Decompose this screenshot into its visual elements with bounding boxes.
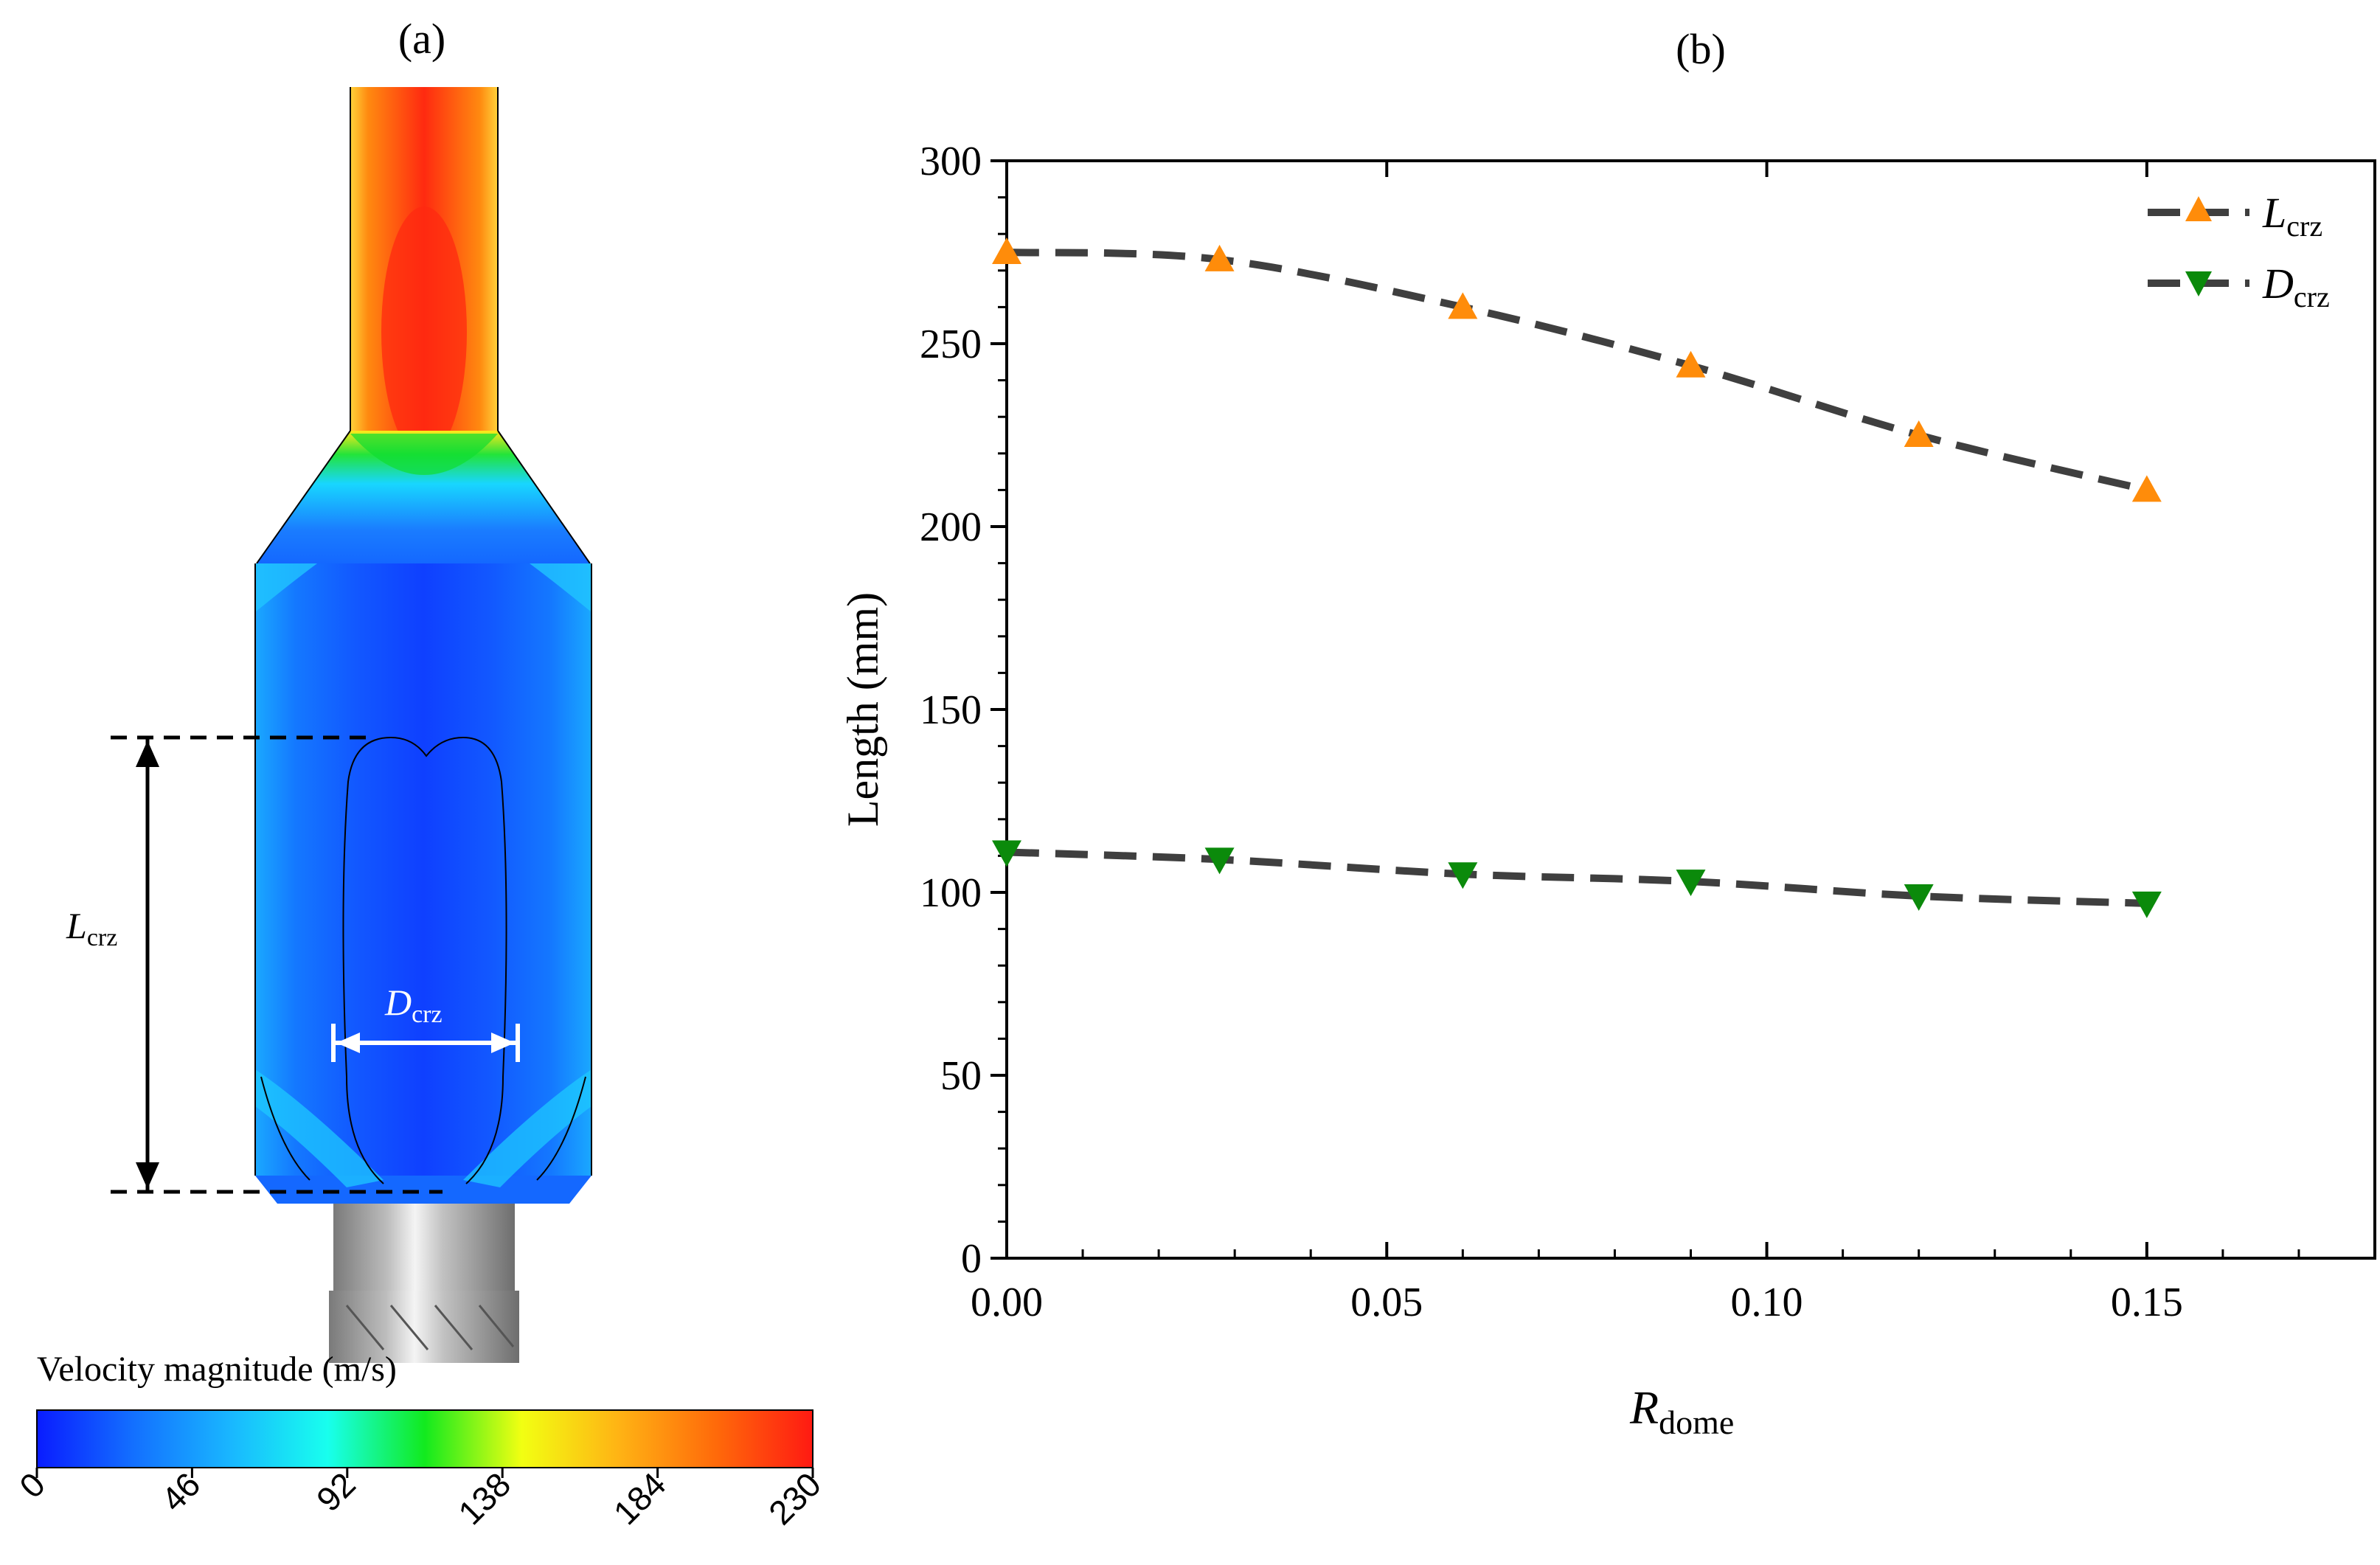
legend-marker-lcrz bbox=[2185, 196, 2212, 221]
colorbar-tick-label: 230 bbox=[761, 1465, 828, 1532]
legend-marker-dcrz bbox=[2185, 271, 2212, 296]
data-point-series-1 bbox=[1904, 884, 1934, 911]
panel-a-contour: (a) bbox=[12, 15, 828, 1532]
y-axis-label: Length (mm) bbox=[839, 592, 887, 827]
legend-label-dcrz: D bbox=[2262, 260, 2294, 308]
x-tick-label: 0.00 bbox=[971, 1280, 1043, 1325]
data-point-series-0 bbox=[1204, 244, 1235, 271]
y-tick-label: 0 bbox=[961, 1236, 982, 1282]
colorbar-tick-label: 184 bbox=[606, 1465, 673, 1532]
crz-diameter-dimension: Dcrz bbox=[331, 982, 520, 1062]
dcrz-label: D bbox=[384, 982, 412, 1023]
colorbar-tick-label: 92 bbox=[309, 1465, 363, 1519]
legend-label-lcrz-sub: crz bbox=[2286, 209, 2322, 243]
combustor-body bbox=[255, 563, 591, 1176]
y-tick-label: 150 bbox=[920, 687, 982, 733]
x-tick-label: 0.10 bbox=[1731, 1280, 1803, 1325]
svg-text:Rdome: Rdome bbox=[1629, 1381, 1734, 1441]
y-tick-label: 100 bbox=[920, 870, 982, 916]
x-tick-label: 0.15 bbox=[2111, 1280, 2183, 1325]
data-point-series-0 bbox=[2131, 475, 2162, 502]
dcrz-sub: crz bbox=[412, 1001, 443, 1028]
data-point-series-1 bbox=[1676, 870, 1706, 897]
dome-cone bbox=[257, 431, 590, 563]
data-point-series-1 bbox=[2131, 891, 2162, 918]
y-tick-label: 300 bbox=[920, 139, 982, 184]
data-point-series-0 bbox=[1904, 420, 1934, 447]
panel-b-label: (b) bbox=[1676, 25, 1726, 73]
svg-text:Lcrz: Lcrz bbox=[2262, 189, 2322, 243]
colorbar-tick-label: 46 bbox=[154, 1465, 208, 1519]
x-axis-label: R bbox=[1629, 1381, 1659, 1434]
legend: Lcrz Dcrz bbox=[2148, 189, 2330, 313]
data-point-series-1 bbox=[992, 840, 1021, 867]
svg-text:Dcrz: Dcrz bbox=[2262, 260, 2330, 313]
x-tick-label: 0.05 bbox=[1350, 1280, 1423, 1325]
swirler-nozzle bbox=[333, 1204, 515, 1291]
colorbar-tick-label: 138 bbox=[451, 1465, 518, 1532]
colorbar bbox=[36, 1409, 813, 1468]
svg-text:Dcrz: Dcrz bbox=[384, 982, 443, 1028]
data-point-series-0 bbox=[992, 237, 1021, 264]
series-line-1 bbox=[1006, 848, 2147, 907]
lcrz-sub: crz bbox=[87, 924, 118, 951]
jet-core bbox=[381, 207, 467, 457]
colorbar-tick-label: 0 bbox=[12, 1465, 52, 1505]
svg-text:Lcrz: Lcrz bbox=[66, 905, 117, 951]
y-tick-label: 250 bbox=[920, 322, 982, 367]
y-tick-label: 50 bbox=[940, 1053, 982, 1099]
x-axis-label-sub: dome bbox=[1659, 1403, 1734, 1441]
crz-length-dimension: Lcrz bbox=[66, 735, 443, 1194]
panel-b-chart: (b) 0.00 0.05 0.10 0.15 0 50 100 150 200 250 300 L… bbox=[839, 25, 2376, 1441]
colorbar-title: Velocity magnitude (m/s) bbox=[37, 1350, 397, 1389]
data-point-series-0 bbox=[1448, 292, 1478, 319]
legend-label-dcrz-sub: crz bbox=[2294, 280, 2330, 313]
lcrz-label: L bbox=[66, 905, 87, 946]
series-line-0 bbox=[1006, 249, 2148, 494]
crz-outline bbox=[342, 736, 507, 1184]
panel-a-label: (a) bbox=[398, 15, 445, 63]
y-tick-label: 200 bbox=[920, 504, 982, 550]
legend-label-lcrz: L bbox=[2262, 189, 2286, 237]
plot-frame bbox=[1005, 159, 2376, 1260]
data-point-series-1 bbox=[1204, 847, 1235, 875]
data-point-series-1 bbox=[1448, 862, 1478, 889]
data-point-series-0 bbox=[1676, 350, 1706, 378]
